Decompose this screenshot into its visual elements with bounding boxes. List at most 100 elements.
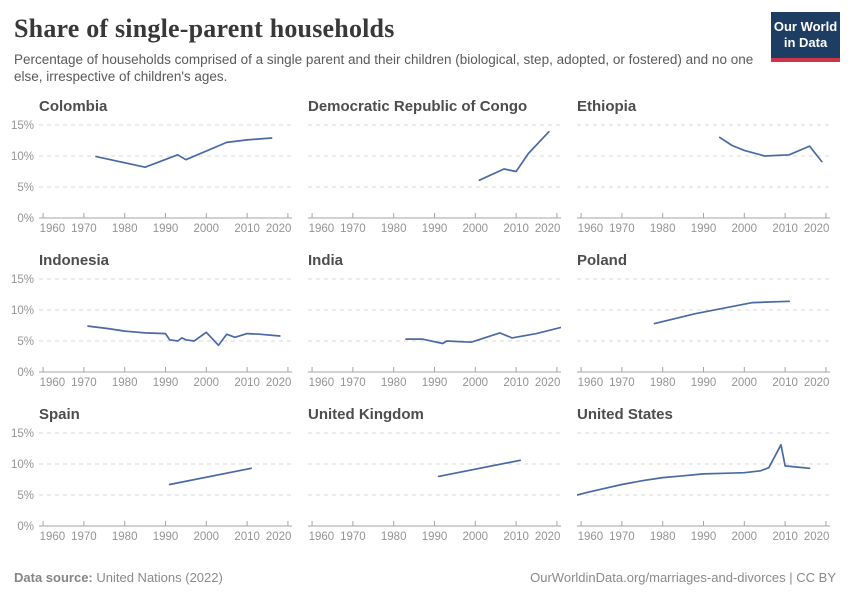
svg-text:2000: 2000	[194, 223, 220, 235]
x-axis: 1960 1970 1980 1990 2000 2010 2020	[308, 520, 561, 543]
grid-lines	[577, 432, 830, 496]
line-chart[interactable]: 1960 1970 1980 1990 2000 2010 2020	[577, 273, 830, 405]
svg-text:1970: 1970	[340, 531, 366, 543]
header: Share of single-parent households Percen…	[14, 0, 836, 86]
svg-text:2010: 2010	[503, 377, 529, 389]
svg-text:1970: 1970	[71, 377, 97, 389]
svg-text:1990: 1990	[691, 531, 717, 543]
svg-text:2010: 2010	[234, 531, 260, 543]
svg-text:2000: 2000	[194, 531, 220, 543]
line-chart[interactable]: 1960 1970 1980 1990 2000 2010 2020	[577, 119, 830, 251]
footer-link[interactable]: OurWorldinData.org/marriages-and-divorce…	[530, 570, 836, 585]
x-axis: 1960 1970 1980 1990 2000 2010 2020	[308, 366, 561, 389]
svg-text:5%: 5%	[17, 336, 34, 348]
svg-text:1980: 1980	[650, 223, 676, 235]
data-line[interactable]	[576, 443, 811, 496]
svg-text:1970: 1970	[609, 531, 635, 543]
data-line[interactable]	[95, 136, 273, 168]
svg-text:1960: 1960	[578, 531, 604, 543]
svg-text:1980: 1980	[112, 531, 138, 543]
line-chart[interactable]: 1960 1970 1980 1990 2000 2010 2020	[308, 427, 561, 559]
svg-text:1960: 1960	[40, 223, 66, 235]
x-axis: 1960 1970 1980 1990 2000 2010 2020	[39, 520, 292, 543]
line-chart[interactable]: 1960 1970 1980 1990 2000 2010 2020	[576, 427, 830, 559]
facet-poland: Poland 1960 1970 1980 1990 2000 2010 2020	[577, 251, 830, 405]
svg-text:2020: 2020	[804, 531, 830, 543]
y-axis-labels: 0% 5% 10% 15%	[11, 120, 34, 225]
data-source-value: United Nations (2022)	[92, 570, 223, 585]
x-axis: 1960 1970 1980 1990 2000 2010 2020	[308, 212, 561, 235]
svg-text:5%: 5%	[17, 182, 34, 194]
svg-text:1990: 1990	[153, 531, 179, 543]
facet-title: United States	[577, 405, 673, 423]
svg-text:2010: 2010	[503, 531, 529, 543]
svg-text:1980: 1980	[381, 531, 407, 543]
svg-text:0%: 0%	[17, 213, 34, 225]
facet-title: India	[308, 251, 344, 269]
svg-text:1960: 1960	[309, 531, 335, 543]
svg-text:2010: 2010	[772, 531, 798, 543]
svg-text:1990: 1990	[422, 377, 448, 389]
data-source-note: Data source: United Nations (2022)	[14, 570, 223, 585]
svg-text:1960: 1960	[309, 377, 335, 389]
svg-text:1980: 1980	[112, 223, 138, 235]
facet-ethiopia: Ethiopia 1960 1970 1980 1990 2000 2010 2020	[577, 97, 830, 251]
svg-text:1970: 1970	[609, 223, 635, 235]
line-chart[interactable]: 0% 5% 10% 15% 1960 1970 1980 1990 2000 2010 2020	[10, 119, 292, 251]
facet-title: Spain	[39, 405, 80, 423]
svg-text:2000: 2000	[732, 223, 758, 235]
footer: Data source: United Nations (2022) OurWo…	[14, 570, 836, 585]
owid-logo-line1: Our World	[773, 19, 838, 34]
svg-text:2020: 2020	[266, 223, 292, 235]
line-chart[interactable]: 1960 1970 1980 1990 2000 2010 2020	[308, 273, 562, 405]
svg-text:2010: 2010	[234, 223, 260, 235]
svg-text:1990: 1990	[153, 223, 179, 235]
facet-title: Indonesia	[39, 251, 110, 269]
grid-lines	[308, 278, 561, 342]
x-axis: 1960 1970 1980 1990 2000 2010 2020	[577, 212, 830, 235]
svg-text:1990: 1990	[691, 223, 717, 235]
svg-text:10%: 10%	[11, 305, 34, 317]
svg-text:2000: 2000	[463, 223, 489, 235]
grid-lines	[577, 278, 830, 342]
svg-text:2020: 2020	[266, 377, 292, 389]
owid-logo-line2: in Data	[783, 35, 828, 51]
data-line[interactable]	[718, 136, 823, 162]
svg-text:1960: 1960	[40, 377, 66, 389]
svg-text:2000: 2000	[732, 531, 758, 543]
data-line[interactable]	[653, 299, 791, 324]
svg-text:1960: 1960	[309, 223, 335, 235]
line-chart[interactable]: 0% 5% 10% 15% 1960 1970 1980 1990 2000 2010 2020	[10, 427, 292, 559]
svg-text:2000: 2000	[463, 531, 489, 543]
data-line[interactable]	[405, 326, 562, 344]
data-line[interactable]	[437, 458, 522, 477]
svg-text:1960: 1960	[40, 531, 66, 543]
svg-text:2010: 2010	[503, 223, 529, 235]
line-chart[interactable]: 0% 5% 10% 15% 1960 1970 1980 1990 2000 2010 2020	[10, 273, 292, 405]
data-source-label: Data source:	[14, 570, 93, 585]
facet-india: India 1960 1970 1980 1990 2000 2010 2020	[308, 251, 562, 405]
svg-text:2000: 2000	[732, 377, 758, 389]
data-line[interactable]	[87, 324, 281, 346]
data-line[interactable]	[478, 130, 550, 181]
svg-text:1990: 1990	[691, 377, 717, 389]
facet-title: Poland	[577, 251, 628, 269]
data-line[interactable]	[168, 466, 253, 485]
line-chart[interactable]: 1960 1970 1980 1990 2000 2010 2020	[308, 119, 561, 251]
page-subtitle: Percentage of households comprised of a …	[14, 52, 754, 85]
svg-text:1970: 1970	[71, 531, 97, 543]
owid-logo[interactable]: Our World in Data	[771, 12, 840, 62]
svg-text:1970: 1970	[340, 223, 366, 235]
facet-title: Ethiopia	[577, 97, 637, 115]
svg-text:2010: 2010	[772, 377, 798, 389]
grid-lines	[39, 432, 292, 496]
svg-text:1990: 1990	[422, 531, 448, 543]
grid-lines	[39, 278, 292, 342]
svg-text:2020: 2020	[535, 377, 561, 389]
svg-text:0%: 0%	[17, 367, 34, 379]
grid-lines	[308, 124, 561, 188]
x-axis: 1960 1970 1980 1990 2000 2010 2020	[39, 366, 292, 389]
svg-text:10%: 10%	[11, 151, 34, 163]
facet-democratic-republic-of-congo: Democratic Republic of Congo 1960 1970 1980…	[308, 97, 561, 251]
svg-text:15%: 15%	[11, 274, 34, 286]
